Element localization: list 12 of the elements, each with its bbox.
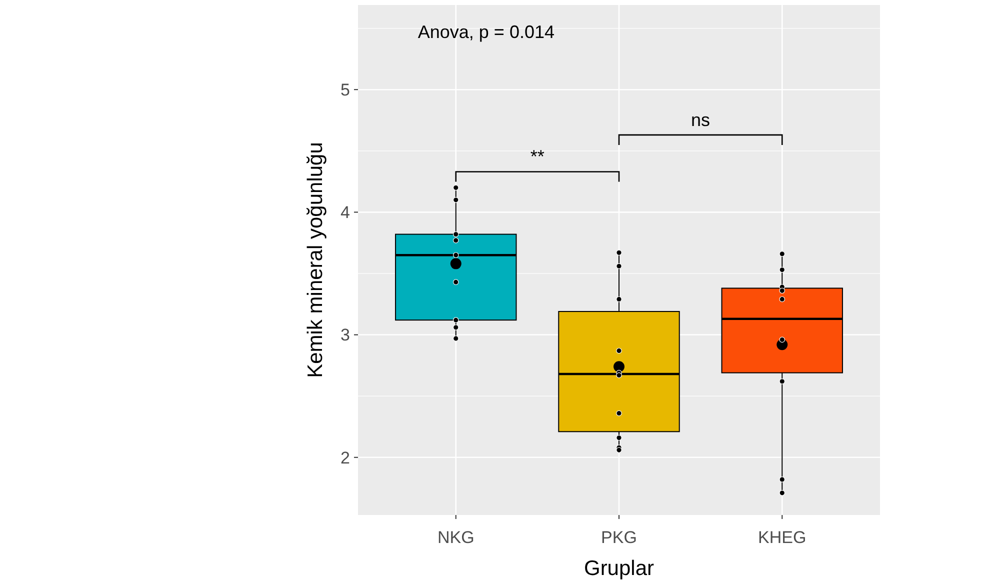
y-tick-label: 4 <box>340 203 350 222</box>
x-tick-label: NKG <box>437 528 474 547</box>
y-tick-label: 2 <box>340 448 350 468</box>
x-axis-title: Gruplar <box>584 557 654 580</box>
annotation: ns <box>691 110 710 130</box>
y-tick-label: 5 <box>340 80 350 100</box>
y-axis-title: Kemik mineral yoğunluğu <box>304 142 327 378</box>
x-tick-label: PKG <box>601 528 637 547</box>
annotation: Anova, p = 0.014 <box>418 22 554 42</box>
x-tick-label: KHEG <box>758 528 806 547</box>
annotation: ** <box>530 146 544 167</box>
y-tick-label: 3 <box>340 326 350 345</box>
